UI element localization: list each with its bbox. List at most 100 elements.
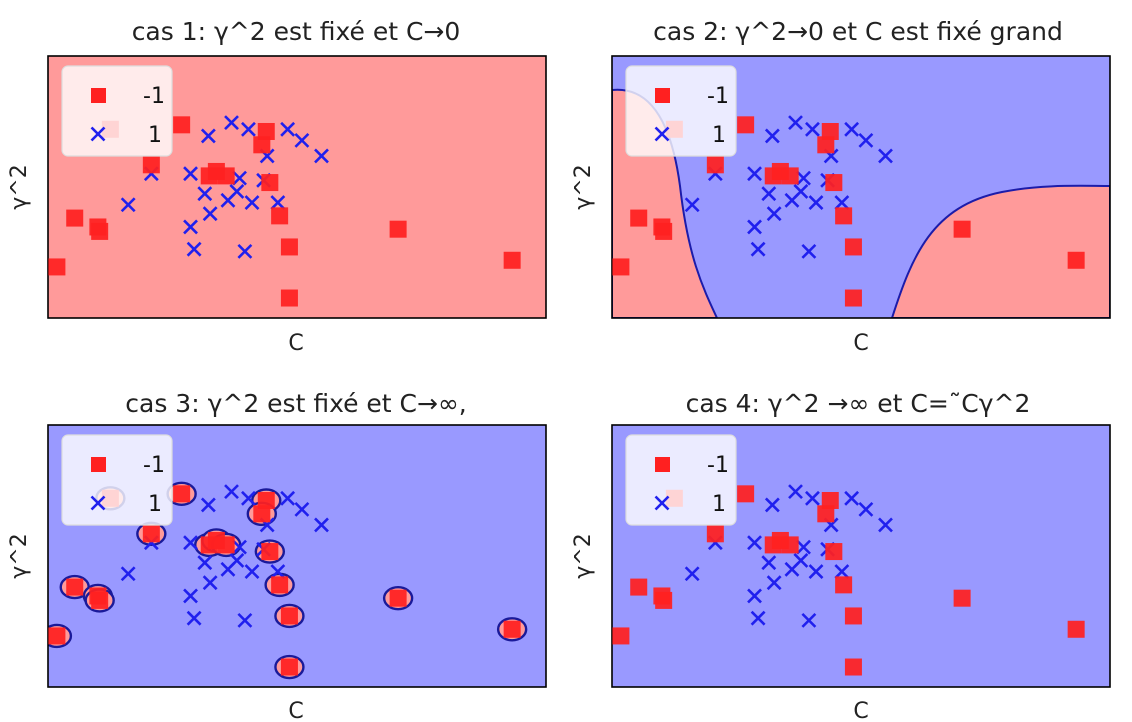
subplot-1: -1 1 cas 1: γ^2 est fixé et C→0 Cγ^2 [7, 17, 547, 356]
point-class-1 [183, 219, 198, 235]
point-class-neg1 [280, 607, 298, 625]
point-class-1 [200, 497, 216, 513]
legend-marker-neg1 [91, 88, 106, 103]
negative-region-right [890, 184, 1110, 318]
point-class-neg1 [257, 122, 275, 140]
point-class-1 [224, 484, 239, 500]
y-axis-label: γ^2 [7, 164, 32, 209]
subplot-title: cas 3: γ^2 est fixé et C→∞, [125, 389, 466, 418]
point-class-1 [232, 539, 247, 555]
point-class-neg1 [781, 536, 799, 554]
point-class-neg1 [280, 289, 298, 307]
point-class-1 [747, 588, 762, 604]
point-class-1 [237, 612, 253, 628]
point-class-neg1 [280, 658, 298, 676]
point-class-neg1 [217, 167, 235, 185]
point-class-neg1 [817, 505, 835, 523]
point-class-1 [244, 195, 260, 210]
point-class-neg1 [48, 627, 66, 645]
point-class-1 [232, 170, 247, 186]
point-class-neg1 [612, 258, 630, 276]
point-class-1 [796, 539, 811, 555]
point-class-neg1 [835, 207, 853, 225]
point-class-neg1 [261, 174, 279, 192]
point-class-neg1 [271, 576, 289, 594]
legend: -1 1 [625, 434, 737, 526]
point-class-1 [120, 197, 136, 213]
point-class-1 [270, 564, 286, 579]
point-class-neg1 [706, 525, 724, 543]
point-class-1 [294, 501, 310, 517]
point-class-1 [808, 195, 824, 210]
point-class-1 [878, 148, 893, 164]
point-class-1 [766, 575, 782, 591]
point-class-1 [183, 166, 198, 182]
point-class-1 [750, 241, 766, 257]
point-class-1 [314, 517, 329, 533]
x-axis-label: C [853, 699, 868, 722]
point-class-neg1 [737, 485, 755, 503]
point-class-neg1 [142, 156, 160, 174]
point-class-neg1 [844, 658, 862, 676]
legend: -1 1 [61, 434, 173, 526]
point-class-neg1 [1067, 251, 1085, 269]
point-class-1 [747, 535, 762, 551]
point-class-neg1 [389, 589, 407, 607]
point-class-1 [183, 588, 198, 604]
legend-box [61, 65, 173, 157]
point-class-neg1 [253, 505, 271, 523]
point-class-1 [805, 490, 820, 506]
axes-frame [47, 55, 547, 319]
point-class-neg1 [630, 209, 648, 227]
point-class-1 [294, 132, 310, 148]
point-class-neg1 [389, 220, 407, 238]
point-class-1 [834, 564, 850, 579]
point-class-neg1 [630, 578, 648, 596]
point-class-neg1 [821, 491, 839, 509]
legend-box [625, 434, 737, 526]
point-class-1 [766, 206, 782, 222]
x-axis-label: C [288, 699, 303, 722]
point-class-neg1 [817, 136, 835, 154]
legend-label-neg1: -1 [143, 84, 165, 109]
point-class-1 [241, 121, 256, 137]
legend-label-1: 1 [712, 123, 726, 148]
point-class-1 [280, 490, 296, 506]
legend-marker-1 [90, 126, 106, 142]
point-class-neg1 [706, 156, 724, 174]
point-class-1 [764, 497, 780, 513]
legend-label-1: 1 [148, 492, 162, 517]
point-class-neg1 [66, 209, 84, 227]
x-axis-label: C [288, 331, 303, 356]
point-class-neg1 [844, 238, 862, 256]
point-class-neg1 [48, 258, 66, 276]
point-class-1 [200, 128, 216, 144]
point-class-1 [878, 517, 893, 533]
point-class-1 [120, 566, 136, 582]
point-class-1 [858, 132, 874, 148]
point-class-1 [684, 197, 700, 213]
legend-label-1: 1 [712, 492, 726, 517]
legend-marker-neg1 [91, 457, 106, 472]
point-class-neg1 [142, 525, 160, 543]
point-class-1 [314, 148, 329, 164]
legend-label-neg1: -1 [707, 453, 729, 478]
point-class-neg1 [737, 116, 755, 134]
subplot-4: -1 1 cas 4: γ^2 →∞ et C=˜Cγ^2 Cγ^2 [571, 389, 1111, 722]
point-class-1 [747, 166, 762, 182]
legend: -1 1 [61, 65, 173, 157]
legend-marker-1 [90, 495, 106, 511]
legend-box [61, 434, 173, 526]
point-class-1 [280, 121, 296, 137]
point-class-1 [750, 610, 766, 626]
y-axis-label: γ^2 [571, 533, 596, 578]
legend-box [625, 65, 737, 157]
point-class-1 [237, 243, 253, 259]
point-class-neg1 [66, 578, 84, 596]
point-class-neg1 [953, 589, 971, 607]
axes-frame [611, 55, 1111, 319]
point-class-1 [183, 535, 198, 551]
y-axis-label: γ^2 [7, 533, 32, 578]
subplot-3: -1 1 cas 3: γ^2 est fixé et C→∞, Cγ^2 [7, 389, 547, 722]
point-class-1 [834, 195, 850, 210]
